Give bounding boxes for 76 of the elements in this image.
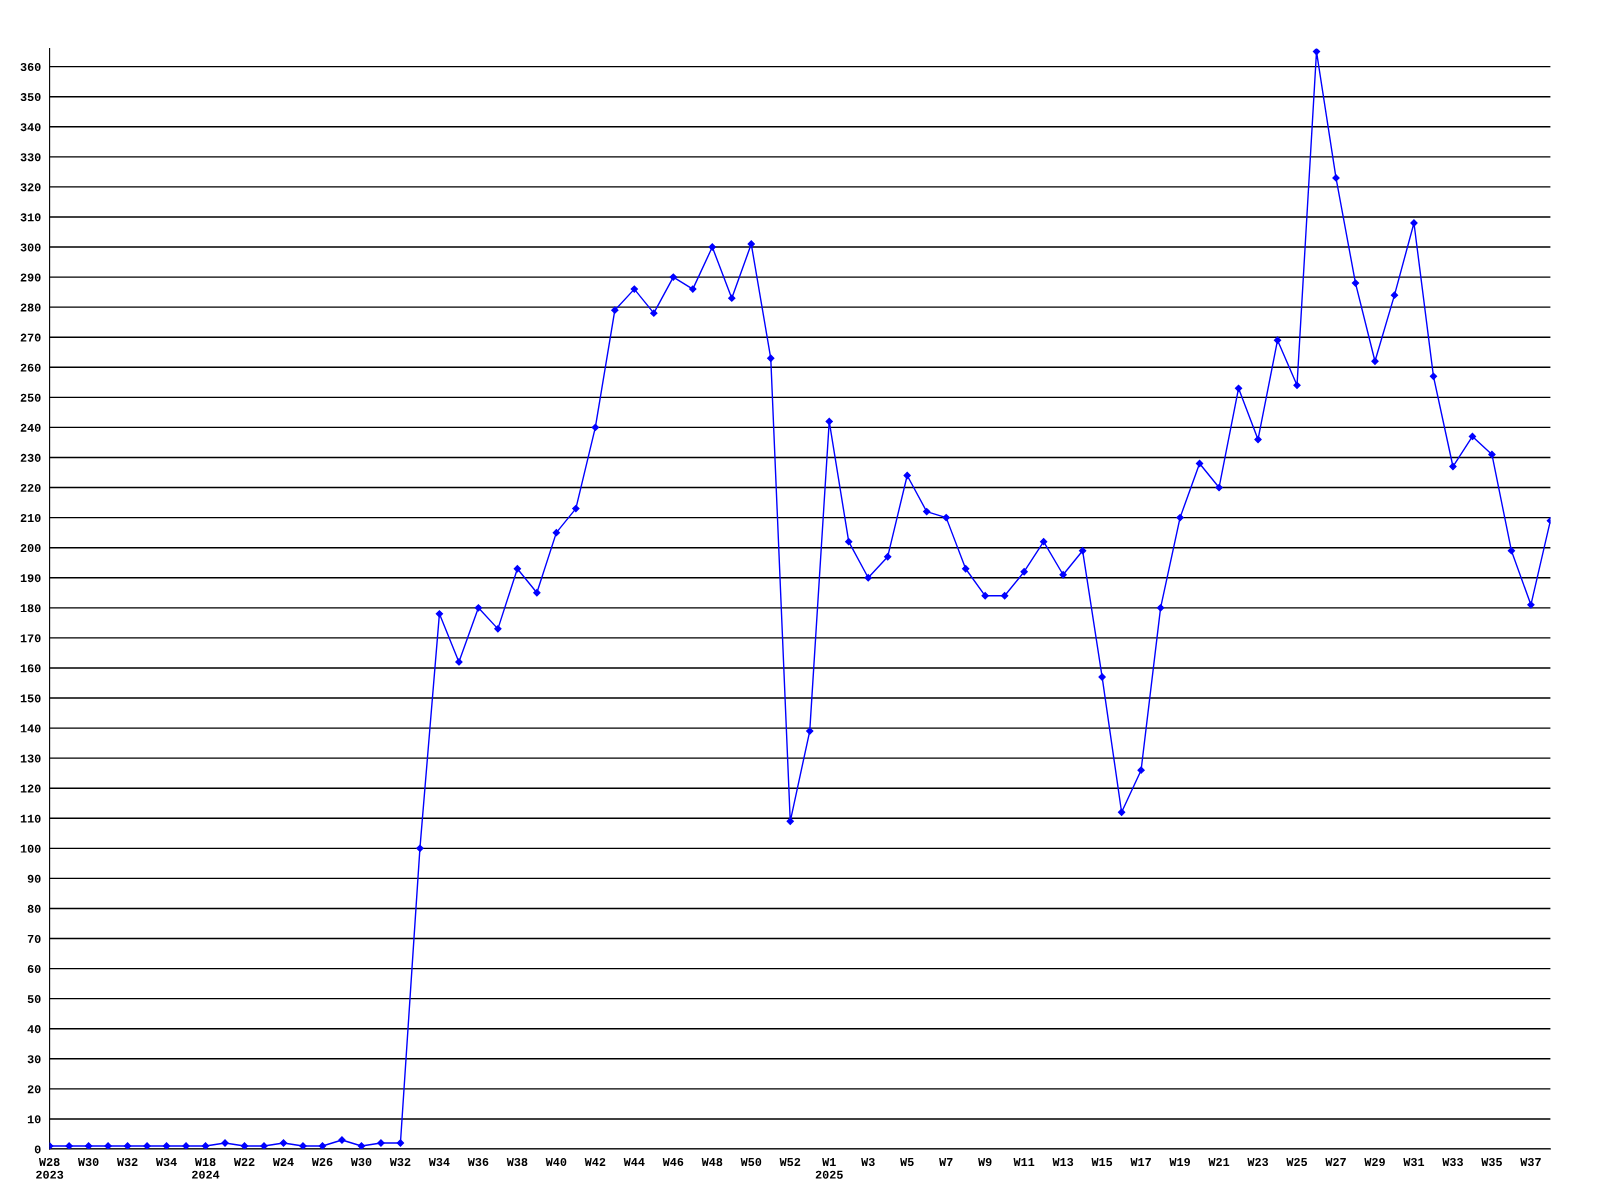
y-tick-label: 230: [20, 453, 41, 462]
x-tick-label: W48: [701, 1157, 723, 1166]
x-tick-label: W34: [428, 1157, 450, 1167]
x-tick-label: W38: [506, 1157, 528, 1167]
y-tick-label: 10: [27, 1115, 41, 1124]
y-tick-label: 100: [20, 844, 41, 853]
y-tick-label: 340: [20, 123, 41, 132]
x-tick-label: W29: [1364, 1157, 1385, 1166]
x-tick-label: W42: [584, 1157, 606, 1166]
y-tick-label: 20: [27, 1085, 41, 1094]
y-tick-label: 130: [20, 754, 41, 763]
y-tick-label: 120: [20, 784, 41, 793]
x-tick-label: W7: [939, 1158, 953, 1166]
x-tick-label: W32: [389, 1157, 411, 1167]
y-tick-label: 320: [20, 183, 41, 192]
y-tick-label: 90: [27, 874, 41, 883]
y-tick-label: 240: [20, 423, 41, 432]
x-tick-label: W23: [1247, 1157, 1269, 1167]
x-tick-label: W28 2023: [36, 1157, 64, 1179]
x-tick-label: W40: [545, 1157, 567, 1166]
x-tick-label: W46: [662, 1157, 684, 1166]
y-tick-label: 200: [20, 544, 41, 553]
x-tick-label: W22: [233, 1157, 255, 1166]
y-tick-label: 270: [20, 333, 41, 342]
y-tick-label: 150: [20, 694, 41, 703]
y-tick-label: 220: [20, 483, 41, 492]
y-tick-label: 110: [20, 814, 41, 823]
y-tick-label: 260: [20, 363, 41, 372]
x-tick-label: W17: [1130, 1158, 1151, 1166]
x-tick-label: W31: [1403, 1157, 1425, 1167]
x-tick-label: W27: [1325, 1157, 1346, 1166]
y-tick-label: 160: [20, 664, 41, 673]
x-tick-label: W5: [900, 1158, 914, 1166]
y-tick-label: 290: [20, 273, 41, 282]
x-tick-label: W1 2025: [815, 1158, 843, 1179]
x-tick-label: W21: [1208, 1157, 1230, 1166]
y-tick-label: 70: [27, 934, 41, 943]
y-tick-label: 330: [20, 153, 41, 162]
y-tick-label: 180: [20, 604, 41, 613]
y-tick-label: 300: [20, 243, 41, 252]
x-tick-label: W11: [1013, 1158, 1035, 1166]
y-tick-label: 350: [20, 93, 41, 102]
x-tick-label: W37: [1520, 1157, 1541, 1167]
x-tick-label: W18 2024: [192, 1157, 220, 1179]
y-tick-label: 0: [34, 1145, 41, 1154]
y-tick-label: 140: [20, 724, 41, 733]
x-tick-label: W30: [77, 1157, 99, 1167]
x-tick-label: W19: [1169, 1157, 1190, 1166]
x-tick-label: W15: [1091, 1158, 1113, 1166]
y-tick-label: 80: [27, 904, 41, 913]
x-tick-label: W35: [1481, 1157, 1502, 1167]
x-tick-label: W26: [311, 1157, 333, 1166]
x-tick-label: W13: [1052, 1157, 1074, 1167]
y-tick-label: 360: [20, 63, 41, 72]
y-tick-label: 210: [20, 514, 41, 523]
x-tick-label: W36: [467, 1157, 489, 1167]
x-tick-label: W33: [1442, 1157, 1463, 1167]
y-tick-label: 50: [27, 995, 41, 1004]
x-tick-label: W9: [978, 1157, 992, 1166]
x-tick-label: W52: [779, 1157, 801, 1166]
x-tick-label: W3: [861, 1157, 875, 1167]
x-tick-label: W34: [155, 1157, 177, 1167]
y-tick-label: 280: [20, 303, 41, 312]
x-tick-label: W30: [350, 1157, 372, 1167]
x-tick-label: W50: [740, 1157, 762, 1166]
x-tick-label: W32: [116, 1157, 138, 1167]
y-tick-label: 60: [27, 964, 41, 973]
y-tick-label: 250: [20, 393, 41, 402]
x-tick-label: W25: [1286, 1157, 1308, 1166]
x-tick-label: W24: [272, 1157, 294, 1166]
y-tick-label: 170: [20, 634, 41, 643]
y-tick-label: 30: [27, 1055, 41, 1064]
x-tick-label: W44: [623, 1158, 645, 1166]
y-tick-label: 310: [20, 213, 41, 222]
y-tick-label: 190: [20, 574, 41, 583]
y-tick-label: 40: [27, 1025, 41, 1034]
